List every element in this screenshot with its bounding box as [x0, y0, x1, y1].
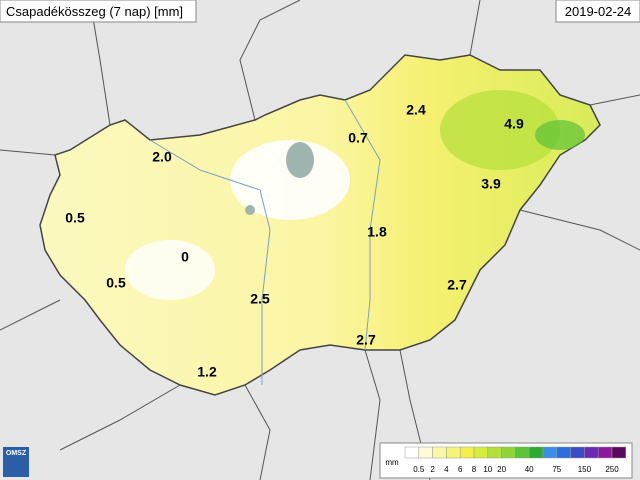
legend-swatch [404, 446, 420, 459]
legend-swatch [556, 446, 571, 459]
station-value: 4.9 [504, 116, 524, 132]
legend-tick: 6 [458, 465, 463, 474]
rivers [149, 99, 381, 385]
legend-swatch [487, 446, 502, 459]
legend-swatch [611, 446, 627, 459]
station-value: 2.5 [250, 291, 270, 307]
legend-tick: 2 [430, 465, 435, 474]
logo-text: OMSZ [6, 450, 27, 457]
legend-swatch [446, 446, 461, 459]
legend-swatch [432, 446, 447, 459]
legend-swatch [418, 446, 433, 459]
station-value: 2.7 [447, 277, 467, 293]
precip-zones [125, 90, 585, 300]
date: 2019-02-24 [565, 4, 632, 19]
legend-unit: mm [385, 458, 399, 467]
legend-swatch [473, 446, 489, 459]
legend-tick: 40 [525, 465, 534, 474]
logo [3, 447, 29, 477]
legend-tick: 8 [472, 465, 477, 474]
legend-swatch [515, 446, 530, 459]
legend-tick: 20 [497, 465, 506, 474]
title-box [0, 0, 197, 23]
legend-swatch [459, 446, 475, 459]
station-value: 2.0 [152, 149, 172, 165]
station-value: 0.5 [106, 275, 126, 291]
title: Csapadékösszeg (7 nap) [mm] [6, 4, 183, 19]
date-box [555, 0, 640, 23]
station-value: 0.5 [65, 210, 85, 226]
legend-swatch [584, 446, 599, 459]
legend-swatch [570, 446, 585, 459]
legend-swatch [501, 446, 516, 459]
station-value: 1.8 [367, 224, 387, 240]
station-value: 2.7 [356, 332, 376, 348]
station-value: 0.7 [348, 130, 368, 146]
station-value: 3.9 [481, 176, 501, 192]
station-value: 2.4 [406, 102, 426, 118]
legend-tick: 150 [578, 465, 592, 474]
station-value: 1.2 [197, 364, 217, 380]
legend-tick: 75 [552, 465, 561, 474]
legend-tick: 250 [605, 465, 619, 474]
legend-tick: 4 [444, 465, 449, 474]
legend-swatch [597, 446, 613, 459]
station-value: 0 [181, 249, 189, 265]
legend-swatch [542, 446, 558, 459]
legend-swatch [528, 446, 544, 459]
legend-tick: 10 [483, 465, 492, 474]
legend-tick: 0.5 [413, 465, 425, 474]
